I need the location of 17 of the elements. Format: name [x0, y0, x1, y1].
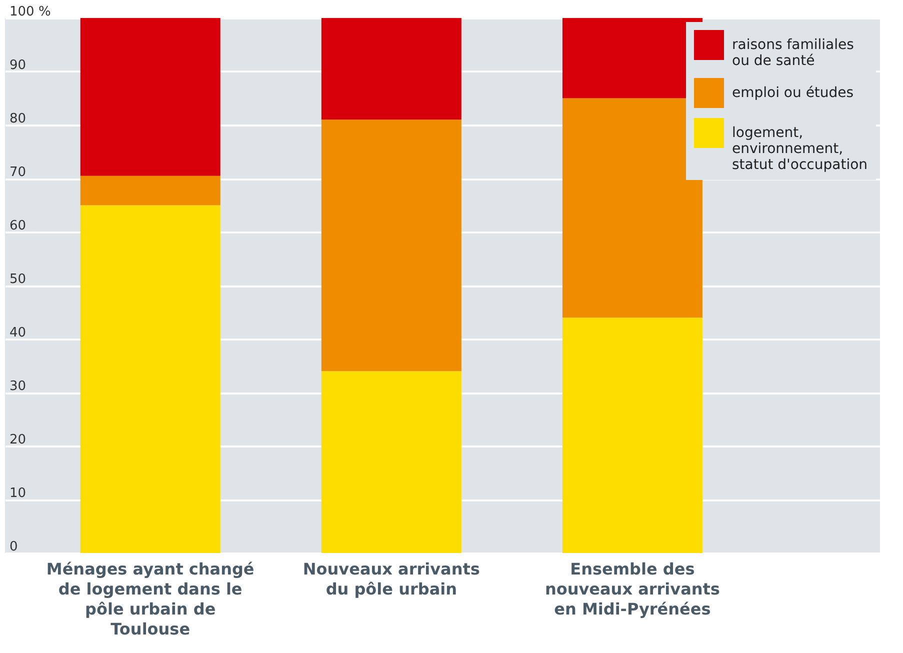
y-tick-label: 60 [10, 218, 26, 234]
x-tick-label: Nouveaux arrivants du pôle urbain [302, 560, 480, 598]
y-tick-label: 90 [10, 58, 26, 73]
y-tick-label: 30 [10, 379, 26, 394]
y-tick-label: 10 [10, 486, 26, 501]
x-tick-label: Ensemble des nouveaux arrivants en Midi-Pyrénées [544, 560, 720, 618]
y-tick-label: 70 [10, 165, 26, 180]
y-tick-label: 20 [10, 432, 26, 448]
x-tick-label: Ménages ayant changé de logement dans le pôle urbain de Toulouse [46, 560, 254, 638]
y-tick-label: 80 [10, 112, 26, 126]
y-tick-label: 40 [10, 326, 26, 340]
legend-label: logement, environnement, statut d'occupation [732, 125, 868, 173]
legend-label: raisons familiales ou de santé [732, 37, 854, 69]
y-tick-label: 50 [10, 272, 26, 287]
y-tick-label: 0 [10, 540, 18, 554]
y-tick-label: 100 % [10, 4, 51, 20]
legend-label: emploi ou études [732, 85, 854, 101]
